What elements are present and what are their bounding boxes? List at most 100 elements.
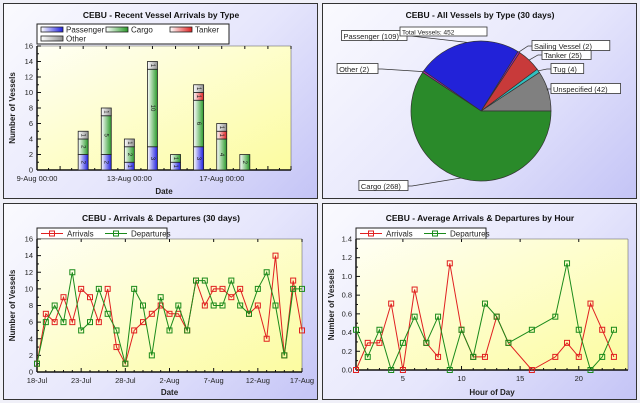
data-point-arrivals xyxy=(228,294,235,301)
pie-leader-line xyxy=(518,45,532,53)
data-point-departures xyxy=(610,326,617,333)
y-tick-label: 4 xyxy=(29,334,33,343)
bar-segment-label: 1 xyxy=(80,133,86,137)
bar-segment-label: 2 xyxy=(126,153,132,157)
y-tick-label: 1.4 xyxy=(342,235,352,244)
data-point-arrivals xyxy=(446,260,453,267)
data-point-arrivals xyxy=(78,285,85,292)
data-point-departures xyxy=(87,319,93,326)
data-point-departures xyxy=(166,327,173,334)
data-point-arrivals xyxy=(388,300,395,307)
panel-average-by-hour: CEBU - Average Arrivals & Departures by … xyxy=(322,203,637,400)
x-tick-label: 17-Aug 00:00 xyxy=(199,174,244,183)
legend-label-arrivals: Arrivals xyxy=(386,230,413,239)
pie-label-box xyxy=(358,180,409,191)
y-tick-label: 0 xyxy=(29,166,33,175)
chart-title: CEBU - Average Arrivals & Departures by … xyxy=(386,213,575,223)
data-point-arrivals xyxy=(51,319,58,326)
bar-segment-label: 1 xyxy=(195,95,201,99)
pie-leader-line xyxy=(538,68,551,72)
bar-segment-label: 2 xyxy=(103,161,109,165)
bar-segment-label: 1 xyxy=(103,110,109,114)
bar-segment-label: 1 xyxy=(218,133,224,137)
data-point-departures xyxy=(599,353,606,360)
data-point-arrivals xyxy=(528,367,535,373)
data-point-departures xyxy=(122,360,129,367)
bar-segment-label: 1 xyxy=(149,64,155,68)
data-point-arrivals xyxy=(587,300,594,307)
data-point-arrivals xyxy=(263,335,270,342)
legend-swatch-tanker xyxy=(169,26,193,33)
y-tick-label: 2 xyxy=(29,150,33,159)
pie-leader-line xyxy=(408,177,461,187)
data-point-departures xyxy=(42,319,49,326)
pie-leader-line xyxy=(528,54,542,61)
pie-label-other: Other (2) xyxy=(339,65,370,74)
data-point-departures xyxy=(51,302,58,309)
bar-segment-label: 1 xyxy=(172,164,178,168)
data-point-departures xyxy=(458,326,465,333)
y-tick-label: 8 xyxy=(29,301,33,310)
y-tick-label: 0.6 xyxy=(342,309,352,318)
pie-label-box xyxy=(550,63,585,74)
data-point-arrivals xyxy=(87,294,93,301)
bar-segment-label: 1 xyxy=(172,157,178,161)
data-point-arrivals xyxy=(399,367,406,373)
x-tick-label: 2-Aug xyxy=(159,376,179,385)
bar-segment-label: 1 xyxy=(218,126,224,130)
data-point-departures xyxy=(193,277,199,284)
bar-segment-label: 5 xyxy=(103,133,109,137)
legend-marker-departures xyxy=(432,230,438,237)
data-point-departures xyxy=(587,367,594,373)
x-tick-label: 12-Aug xyxy=(246,376,270,385)
data-point-arrivals xyxy=(219,285,226,292)
data-point-departures xyxy=(299,285,305,292)
y-tick-label: 2 xyxy=(29,351,33,360)
x-tick-label: 7-Aug xyxy=(204,376,224,385)
y-tick-label: 1.0 xyxy=(342,272,352,281)
pie-label-box xyxy=(336,63,379,74)
x-tick-label: 10 xyxy=(457,374,465,383)
legend-swatch-other xyxy=(40,35,64,42)
data-point-departures xyxy=(254,285,261,292)
x-tick-label: 13-Aug 00:00 xyxy=(107,174,152,183)
y-axis-label: Number of Vessels xyxy=(327,268,336,340)
bar-segment-cargo xyxy=(239,154,251,171)
data-point-arrivals xyxy=(610,353,617,360)
legend-swatch-passenger xyxy=(40,26,64,33)
data-point-departures xyxy=(353,326,359,333)
y-tick-label: 10 xyxy=(25,284,33,293)
x-tick-label: 23-Jul xyxy=(71,376,92,385)
data-point-departures xyxy=(364,353,371,360)
y-tick-label: 1.2 xyxy=(342,253,352,262)
data-point-departures xyxy=(446,367,453,373)
y-tick-label: 14 xyxy=(25,57,33,66)
data-point-departures xyxy=(140,302,146,309)
chart-title: CEBU - Arrivals & Departures (30 days) xyxy=(82,213,240,223)
y-tick-label: 12 xyxy=(25,73,33,82)
y-tick-label: 0.0 xyxy=(342,366,352,375)
total-label-box xyxy=(399,26,488,37)
line-chart-daily: CEBU - Arrivals & Departures (30 days) Ar… xyxy=(8,213,314,397)
data-point-arrivals xyxy=(364,339,371,346)
plot-area xyxy=(37,46,291,170)
legend-label-passenger: Passenger xyxy=(66,26,105,35)
data-point-departures xyxy=(95,285,102,292)
y-axis-label: Number of Vessels xyxy=(8,72,17,144)
data-point-arrivals xyxy=(201,302,208,309)
data-point-departures xyxy=(388,367,395,373)
data-point-departures xyxy=(281,352,288,359)
pie-chart: CEBU - All Vessels by Type (30 days) Unsp… xyxy=(336,10,621,191)
data-point-departures xyxy=(263,269,270,276)
y-tick-label: 8 xyxy=(29,104,33,113)
data-point-arrivals xyxy=(299,327,305,334)
plot-area xyxy=(356,239,628,370)
legend-marker-arrivals xyxy=(49,230,55,237)
legend-swatch-cargo xyxy=(105,26,129,33)
data-point-arrivals xyxy=(210,285,217,292)
total-vessels-label: Total Vessels: 452 xyxy=(402,30,455,37)
data-point-arrivals xyxy=(435,353,442,360)
data-point-departures xyxy=(272,302,279,309)
data-point-departures xyxy=(575,326,582,333)
legend-marker-arrivals xyxy=(368,230,374,237)
